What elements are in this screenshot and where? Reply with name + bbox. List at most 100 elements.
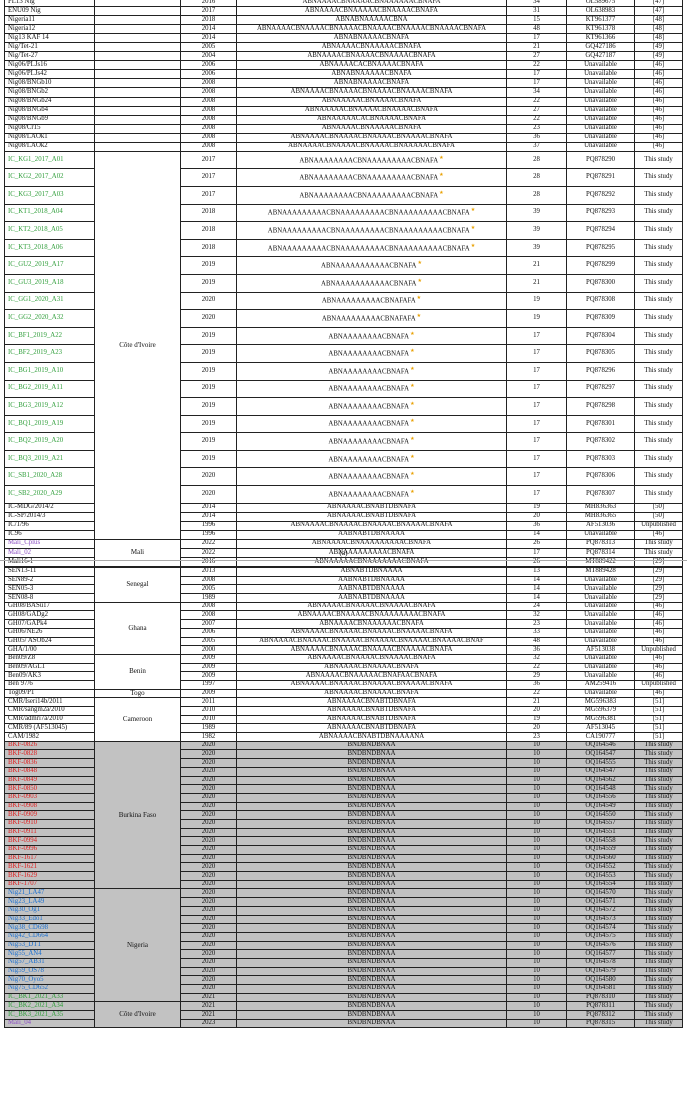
reference-cell: This study [634, 326, 683, 346]
accession-cell: PQ878300 [566, 273, 635, 293]
sequence-text: ABNAAAACBNAAAACBNAAAACBNAAAACBNAFA [290, 88, 453, 96]
reference-cell: Unpublished [634, 679, 683, 690]
year-cell: 2020 [180, 984, 237, 994]
reference-cell: This study [634, 931, 683, 942]
table-row: Nig23_LA49 2020 BNDBNDBNAA 10 OQ164571 This s… [4, 897, 683, 907]
accession-cell: PQ878295 [566, 238, 635, 258]
year-cell: 2020 [180, 836, 237, 846]
accession-cell: OQ164547 [566, 749, 635, 760]
table-row: Nig08/BNGb24 2008 ABNAAAAACBNAAAACBNAFA 22 U… [4, 96, 683, 107]
accession-cell: Unavailable [566, 114, 635, 125]
isolate-name: Nig21_LA47 [4, 888, 95, 899]
length-cell: 21 [506, 273, 567, 293]
sequence-cell: ABNAAAACBNAAAACBNAFA [236, 688, 507, 699]
star-icon: ★ [410, 349, 415, 355]
isolate-name: CAM/1982 [4, 732, 95, 742]
year-cell: 2020 [180, 758, 237, 768]
table-row: Nig33_Edo1 2020 BNDBNDBNAA 10 OQ164573 This s… [4, 914, 683, 925]
length-cell: 22 [506, 688, 567, 699]
length-cell: 17 [506, 397, 567, 416]
accession-cell: Unavailable [566, 78, 635, 89]
reference-cell: This study [634, 957, 683, 968]
sequence-cell: ABNAAAAAAAACBNAFA★ [236, 361, 507, 381]
isolate-name: BKF-0849 [4, 775, 95, 786]
isolate-name: IC_BQ2_2019_A20 [4, 432, 95, 451]
year-cell: 2020 [180, 784, 237, 794]
sequence-text: ABNAAAAAAAAACBNAAAAAAAAACBNAAAAAAAAACBNA… [267, 227, 470, 235]
isolate-name: SEN08-8 [4, 593, 95, 603]
sequence-cell: BNDBNDBNAA [236, 1010, 507, 1020]
accession-cell: PQ878299 [566, 256, 635, 275]
accession-cell: OQ164577 [566, 949, 635, 959]
sequence-text: ABNAAAAAAAAACBNAFA [328, 548, 415, 556]
isolate-name: GH08/GADg2 [4, 610, 95, 621]
reference-cell: [29] [634, 593, 683, 603]
sequence-cell: BNDBNDBNAA [236, 984, 507, 994]
table-row: GH08/BASu17 Ghana 2008 ABNAAAACBNAAAACBNAAA… [4, 601, 683, 655]
reference-cell: This study [634, 879, 683, 890]
sequence-cell: BNDBNDBNAA [236, 749, 507, 760]
accession-cell: OQ164550 [566, 810, 635, 820]
sequence-cell: BNDBNDBNAA [236, 1018, 507, 1029]
table-row: Mali_04 2023 BNDBNDBNAA 10 PQ878315 This stud… [4, 1018, 683, 1029]
year-cell: 2005 [180, 42, 237, 53]
accession-cell: PQ878303 [566, 449, 635, 469]
accession-cell: Unavailable [566, 132, 635, 143]
reference-cell: This study [634, 975, 683, 985]
length-cell: 10 [506, 740, 567, 751]
length-cell: 10 [506, 784, 567, 794]
sequence-cell: ABNAAAACBNAAAAAACBNAFA [236, 619, 507, 629]
year-cell: 2007 [180, 619, 237, 629]
reference-cell: [46] [634, 636, 683, 647]
sequence-text: ABNAAAACACBNAAAACBNAFA [319, 60, 424, 68]
table-row: BKF-0909 2020 BNDBNDBNAA 10 OQ164550 This stu… [4, 810, 683, 820]
accession-cell: Unavailable [566, 593, 635, 603]
sequence-text: AABNABTDBNAAAA [338, 530, 405, 538]
isolate-name: IC_GU3_2019_A18 [4, 273, 95, 293]
year-cell: 2020 [180, 485, 237, 504]
year-cell: 2011 [180, 697, 237, 707]
accession-cell: Unavailable [566, 610, 635, 621]
isolate-name: IC-MDG/2014/2 [4, 502, 95, 513]
accession-cell: PQ878312 [566, 1010, 635, 1020]
reference-cell: This study [634, 810, 683, 820]
year-cell: 2008 [180, 123, 237, 134]
reference-cell: [46] [634, 123, 683, 134]
length-cell: 36 [506, 520, 567, 531]
accession-cell: MH836365 [566, 511, 635, 522]
reference-cell: This study [634, 923, 683, 933]
year-cell: 1989 [180, 593, 237, 603]
table-row: Ben09/Z8 Benin 2009 ABNAAAACBNAAAACBNAAAACB… [4, 653, 683, 690]
accession-cell: Unavailable [566, 636, 635, 647]
sequence-cell: ABNAAAAACBNAAAACBNAFA [236, 96, 507, 107]
length-cell: 20 [506, 511, 567, 522]
sequence-text: ABNABNAAAAACBNAFA [331, 70, 412, 77]
length-cell: 48 [506, 636, 567, 647]
length-cell: 20 [506, 706, 567, 716]
length-cell: 19 [506, 309, 567, 328]
accession-cell: MT889422 [566, 556, 635, 568]
table-row: Mali_02 2022 ABNAAAAAAAAACBNAFA 17 PQ878314 T… [4, 547, 683, 558]
year-cell: 2005 [180, 584, 237, 595]
reference-cell: This study [634, 221, 683, 240]
reference-cell: This study [634, 749, 683, 760]
length-cell: 20 [506, 723, 567, 734]
reference-cell: This study [634, 203, 683, 223]
isolate-name: Nig75_CD652 [4, 984, 95, 994]
table-row: IC_KT3_2018_A06 2018 ABNAAAAAAAAACBNAAAAAA… [4, 238, 683, 258]
length-cell: 27 [506, 51, 567, 62]
accession-cell: PQ878292 [566, 185, 635, 205]
sequence-text: ABNAAAACBNAAAACBNAAAACBNAAAACBNAAAACBNAA… [256, 24, 487, 32]
year-cell: 2008 [180, 141, 237, 152]
star-icon: ★ [410, 454, 415, 460]
sequence-text: ABNAAAACBNAAAACBNAAAACBNAAAACBNAFA [290, 521, 453, 529]
length-cell: 10 [506, 1001, 567, 1012]
sequence-cell: BNDBNDBNAA [236, 871, 507, 881]
isolate-name: BKF-1629 [4, 871, 95, 881]
table-row: IC_GG1_2020_A31 2020 ABNAAAAAAAAACBNAFAFA★… [4, 291, 683, 311]
sequence-text: ABNAAAAAAAACBNAFA [328, 473, 410, 481]
star-icon: ★ [470, 225, 476, 231]
accession-cell: OQ164571 [566, 897, 635, 907]
length-cell: 28 [506, 185, 567, 205]
sequence-text: ABNAAAAAAAAACBNAAAAAAAAACBNAAAAAAAAACBNA… [267, 209, 470, 217]
